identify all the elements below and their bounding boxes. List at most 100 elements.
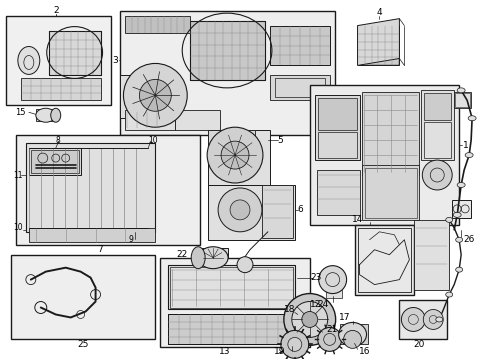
Bar bbox=[125, 110, 175, 130]
Bar bbox=[454, 93, 469, 107]
Circle shape bbox=[301, 311, 317, 328]
Text: 13: 13 bbox=[219, 347, 230, 356]
Circle shape bbox=[229, 200, 249, 220]
Bar bbox=[11, 255, 155, 339]
Text: 21: 21 bbox=[325, 325, 337, 334]
Text: 14: 14 bbox=[351, 215, 363, 224]
Circle shape bbox=[139, 80, 171, 111]
Bar bbox=[49, 31, 101, 75]
Ellipse shape bbox=[435, 317, 442, 322]
Bar bbox=[170, 267, 292, 307]
Text: 24: 24 bbox=[316, 300, 327, 309]
Bar bbox=[413, 220, 448, 289]
Bar bbox=[309, 85, 458, 225]
Ellipse shape bbox=[36, 108, 56, 122]
Ellipse shape bbox=[445, 217, 452, 222]
Text: 16: 16 bbox=[358, 347, 369, 356]
Ellipse shape bbox=[464, 153, 472, 158]
Ellipse shape bbox=[51, 108, 61, 122]
Text: 17: 17 bbox=[338, 313, 349, 322]
Text: 23: 23 bbox=[309, 273, 321, 282]
Circle shape bbox=[317, 328, 341, 351]
Text: 10: 10 bbox=[148, 136, 158, 145]
Bar bbox=[357, 228, 410, 292]
Text: 11: 11 bbox=[13, 171, 22, 180]
Bar bbox=[316, 170, 359, 215]
Text: 7: 7 bbox=[98, 245, 103, 254]
Bar bbox=[26, 143, 155, 232]
Text: 22: 22 bbox=[176, 250, 187, 259]
Bar bbox=[168, 315, 299, 345]
Circle shape bbox=[291, 302, 327, 337]
Text: 12: 12 bbox=[309, 300, 321, 309]
Bar bbox=[314, 95, 359, 160]
Text: 3: 3 bbox=[113, 56, 118, 65]
Bar bbox=[160, 258, 309, 347]
Circle shape bbox=[401, 307, 425, 332]
Bar bbox=[168, 315, 299, 345]
Bar bbox=[317, 98, 356, 130]
Bar bbox=[357, 26, 399, 66]
Bar bbox=[190, 21, 264, 80]
Ellipse shape bbox=[455, 267, 462, 272]
Bar bbox=[274, 78, 324, 97]
Bar bbox=[262, 185, 292, 238]
Bar bbox=[421, 90, 453, 160]
Bar bbox=[31, 150, 79, 173]
Circle shape bbox=[221, 141, 248, 169]
Text: 26: 26 bbox=[462, 235, 473, 244]
Bar bbox=[168, 265, 294, 310]
Text: 9: 9 bbox=[128, 235, 133, 244]
Circle shape bbox=[283, 293, 335, 345]
Bar bbox=[361, 92, 419, 175]
Bar bbox=[208, 130, 254, 150]
Bar bbox=[16, 135, 200, 245]
Text: 4: 4 bbox=[376, 8, 382, 17]
Bar bbox=[361, 165, 419, 220]
Text: 5: 5 bbox=[276, 136, 282, 145]
Ellipse shape bbox=[338, 323, 366, 346]
Ellipse shape bbox=[452, 212, 460, 217]
Ellipse shape bbox=[18, 46, 40, 75]
Text: 20: 20 bbox=[413, 340, 424, 349]
Bar bbox=[49, 31, 101, 75]
Bar bbox=[29, 228, 155, 242]
Bar bbox=[24, 55, 35, 58]
Circle shape bbox=[343, 330, 361, 348]
Bar bbox=[208, 130, 269, 185]
Circle shape bbox=[287, 337, 301, 351]
Polygon shape bbox=[357, 19, 399, 66]
Bar bbox=[198, 248, 227, 268]
Text: 1: 1 bbox=[462, 141, 468, 150]
Text: 15: 15 bbox=[15, 108, 25, 117]
Text: 19: 19 bbox=[274, 347, 285, 356]
Ellipse shape bbox=[456, 183, 464, 188]
Circle shape bbox=[123, 63, 187, 127]
Text: 10: 10 bbox=[13, 223, 22, 232]
Ellipse shape bbox=[455, 237, 462, 242]
Bar bbox=[6, 15, 110, 105]
Circle shape bbox=[423, 310, 442, 329]
Bar bbox=[21, 78, 101, 100]
Bar bbox=[175, 110, 220, 130]
Circle shape bbox=[218, 188, 262, 232]
Bar bbox=[269, 26, 329, 66]
Bar bbox=[208, 185, 294, 240]
Text: 2: 2 bbox=[53, 6, 59, 15]
Text: 6: 6 bbox=[296, 206, 302, 215]
Bar bbox=[317, 132, 356, 158]
Circle shape bbox=[318, 266, 346, 293]
Bar bbox=[451, 200, 470, 218]
Bar bbox=[125, 15, 190, 32]
Bar bbox=[190, 21, 264, 80]
Bar bbox=[29, 148, 81, 175]
Bar bbox=[424, 93, 450, 120]
Bar bbox=[120, 11, 334, 135]
Text: 25: 25 bbox=[77, 340, 88, 349]
Bar bbox=[325, 289, 341, 298]
Text: 8: 8 bbox=[56, 136, 61, 145]
Ellipse shape bbox=[198, 247, 227, 269]
Bar bbox=[36, 109, 56, 121]
Bar bbox=[357, 26, 399, 66]
Circle shape bbox=[422, 160, 451, 190]
